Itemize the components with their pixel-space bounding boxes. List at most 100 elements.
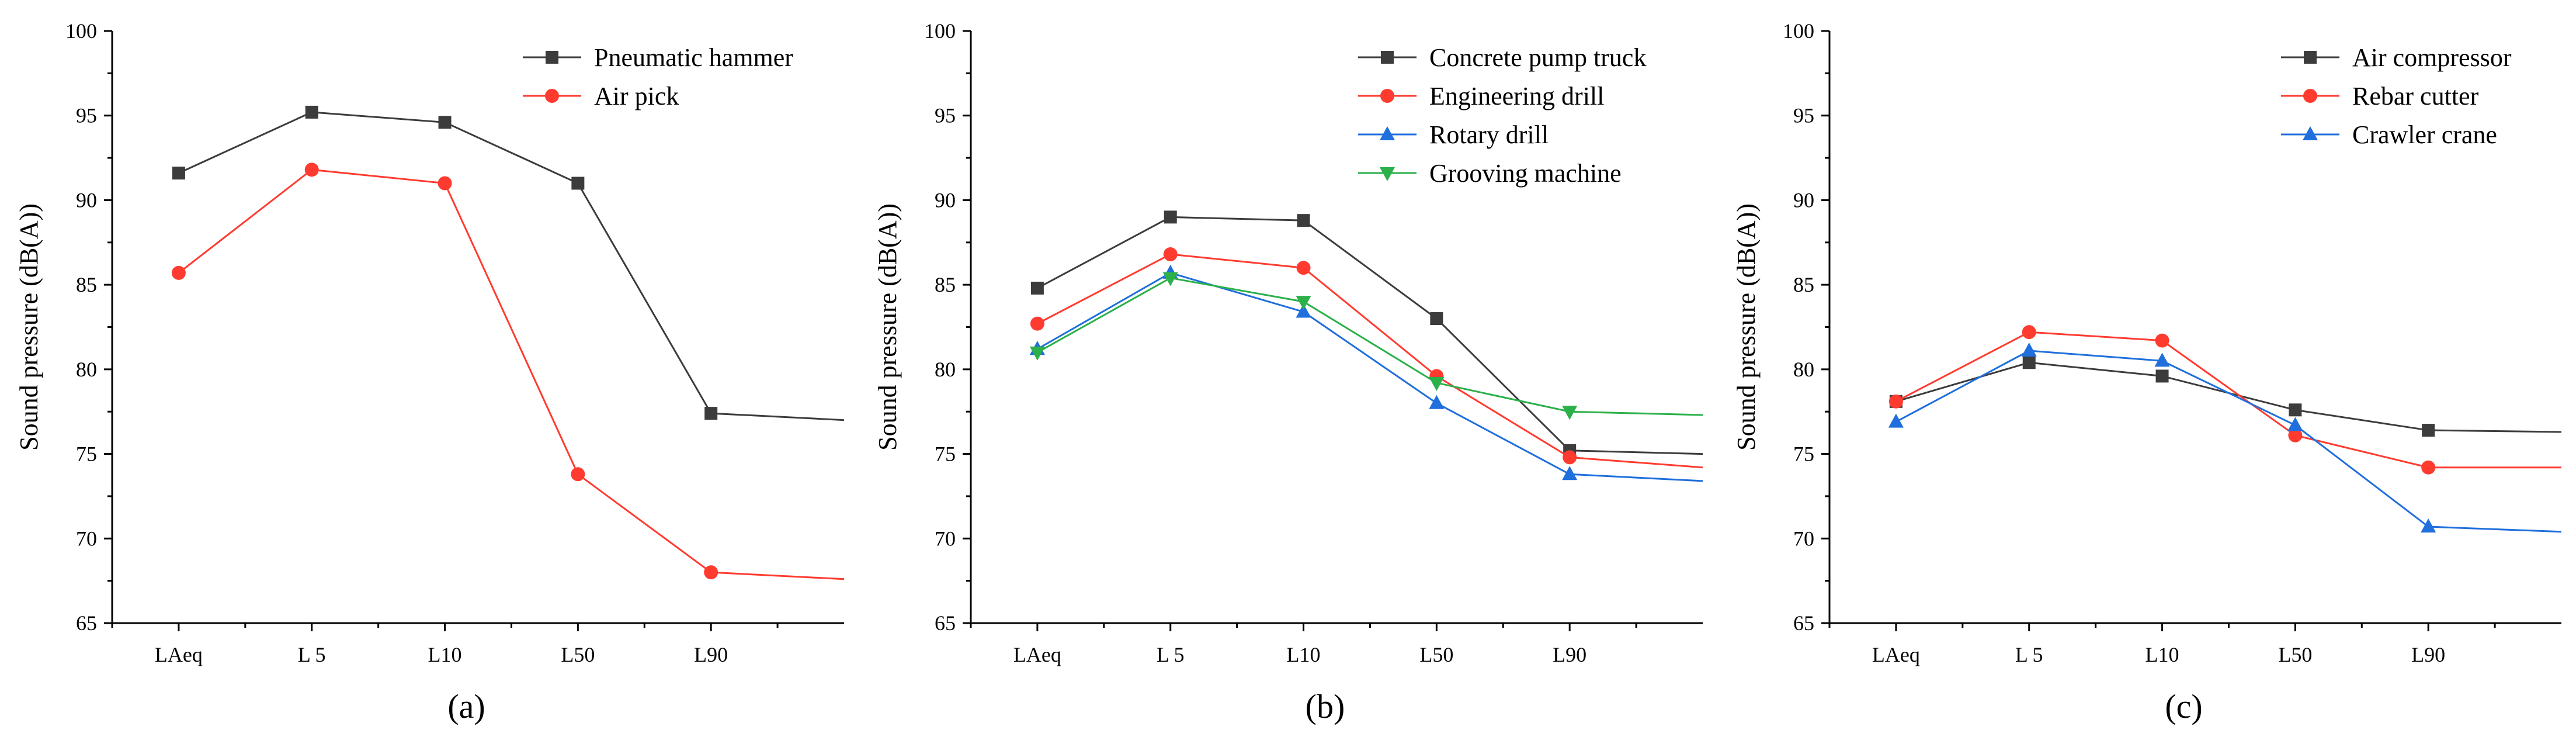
chart-c-legend-marker bbox=[2304, 51, 2317, 64]
chart-a-data-point bbox=[704, 565, 718, 580]
chart-c-svg: 65 70 75 80 85 90 95 100 LAeq L 5 L10 L50 L90 Sound p… bbox=[1732, 19, 2562, 725]
chart-c-legend-label: Crawler crane bbox=[2352, 120, 2497, 149]
chart-b-legend-marker bbox=[1381, 51, 1394, 64]
chart-a-legend-label: Air pick bbox=[594, 82, 679, 110]
chart-b-data-point bbox=[1297, 214, 1310, 227]
chart-b-y-axis-label: Sound pressure (dB(A)) bbox=[873, 203, 902, 451]
chart-c-y-tick-label: 95 bbox=[1793, 104, 1814, 127]
chart-c-data-point bbox=[2155, 333, 2169, 348]
chart-c-data-point bbox=[2154, 352, 2170, 367]
chart-a-y-tick-label: 90 bbox=[76, 188, 97, 212]
chart-b-data-point bbox=[1030, 316, 1044, 331]
chart-a-y-tick-label: 85 bbox=[76, 273, 97, 296]
chart-b-legend-marker bbox=[1380, 167, 1395, 181]
chart-a-legend-marker bbox=[545, 89, 559, 103]
chart-a-data-point bbox=[304, 162, 319, 177]
chart-c-x-tick-label: L90 bbox=[2411, 643, 2445, 666]
chart-b-series-line bbox=[1037, 272, 1703, 482]
chart-c-x-tick-label: L 5 bbox=[2015, 643, 2043, 666]
chart-b-data-point bbox=[1164, 210, 1177, 224]
chart-a-y-axis-label: Sound pressure (dB(A)) bbox=[15, 203, 43, 451]
chart-c-data-point bbox=[2287, 417, 2303, 431]
chart-c-x-tick-label: LAeq bbox=[1872, 643, 1920, 666]
chart-b-x-tick-label: L 5 bbox=[1157, 643, 1185, 666]
chart-c-y-tick-label: 70 bbox=[1793, 527, 1814, 550]
chart-a-data-point bbox=[172, 167, 185, 180]
chart-c-data-point bbox=[2022, 356, 2036, 369]
chart-a-data-point bbox=[171, 265, 186, 280]
chart-b-legend: Concrete pump truck Engineering drill Rota… bbox=[1358, 43, 1646, 188]
chart-c-x-tick-label: L10 bbox=[2145, 643, 2179, 666]
chart-a-data-point bbox=[571, 467, 585, 482]
chart-b-svg: 65 70 75 80 85 90 95 100 LAeq L 5 L10 L50 L90 Sound p… bbox=[873, 19, 1703, 725]
chart-b-x-tick-label: L50 bbox=[1419, 643, 1453, 666]
chart-b-x-tick-label: L90 bbox=[1553, 643, 1586, 666]
chart-b-y-tick-label: 70 bbox=[935, 527, 956, 550]
chart-a-data-point bbox=[438, 176, 452, 191]
chart-c-y-tick-label: 85 bbox=[1793, 273, 1814, 296]
chart-b-legend-label: Grooving machine bbox=[1429, 159, 1622, 188]
chart-a-x-tick-label: L10 bbox=[428, 643, 462, 666]
chart-b-data-point bbox=[1429, 395, 1445, 409]
chart-b-data-point bbox=[1563, 450, 1577, 465]
chart-a-series-0 bbox=[172, 105, 845, 421]
chart-b-y-tick-label: 100 bbox=[924, 19, 956, 43]
chart-c-data-point bbox=[2022, 325, 2036, 340]
chart-b-y-tick-label: 65 bbox=[935, 611, 956, 635]
chart-b-data-point bbox=[1163, 247, 1178, 262]
chart-a-data-point bbox=[438, 116, 452, 129]
chart-c-legend-label: Rebar cutter bbox=[2352, 82, 2479, 110]
chart-c-legend-marker bbox=[2303, 126, 2318, 140]
chart-b-y-tick-label: 80 bbox=[935, 358, 956, 381]
chart-c-legend: Air compressor Rebar cutter Crawler crane bbox=[2281, 43, 2512, 149]
chart-a-svg: 65 70 75 80 85 90 95 100 LAeq L 5 L10 L50 L90 Sound p… bbox=[15, 19, 845, 725]
chart-c-panel-label: (c) bbox=[2165, 687, 2202, 725]
chart-b-data-point bbox=[1030, 281, 1044, 295]
chart-a-y-tick-label: 80 bbox=[76, 358, 97, 381]
chart-c-series-line bbox=[1895, 350, 2562, 533]
chart-panel-c: 65 70 75 80 85 90 95 100 LAeq L 5 L10 L50 L90 Sound p… bbox=[1717, 0, 2576, 740]
chart-b-series-3 bbox=[1029, 272, 1703, 420]
chart-b-data-point bbox=[1029, 346, 1045, 361]
chart-b-series-2 bbox=[1029, 264, 1703, 482]
chart-b-x-tick-label: LAeq bbox=[1013, 643, 1061, 666]
chart-b-panel-label: (b) bbox=[1306, 687, 1345, 725]
chart-c-y-tick-label: 75 bbox=[1793, 442, 1814, 466]
chart-a-data-point bbox=[571, 177, 585, 190]
chart-c-data-point bbox=[2289, 403, 2302, 417]
chart-a-x-tick-label: L90 bbox=[694, 643, 728, 666]
chart-c-data-point bbox=[2421, 518, 2436, 533]
chart-c-data-point bbox=[2155, 369, 2169, 383]
chart-b-legend-label: Rotary drill bbox=[1429, 120, 1549, 149]
chart-b-data-point bbox=[1296, 296, 1311, 310]
chart-b-series-line bbox=[1037, 276, 1703, 416]
chart-b-data-point bbox=[1296, 303, 1311, 318]
chart-c-data-point bbox=[2422, 424, 2435, 437]
chart-a-y-tick-label: 100 bbox=[65, 19, 97, 43]
chart-c-data-point bbox=[1888, 413, 1904, 428]
chart-c-data-point bbox=[2421, 460, 2436, 475]
chart-a-panel-label: (a) bbox=[447, 687, 485, 725]
chart-c-data-point bbox=[1888, 394, 1903, 409]
chart-b-data-point bbox=[1562, 466, 1578, 480]
chart-b-series-line bbox=[1037, 253, 1703, 469]
chart-a-legend-marker bbox=[546, 51, 558, 64]
chart-b-series-1 bbox=[1030, 247, 1703, 469]
chart-b-data-point bbox=[1296, 261, 1311, 275]
chart-c-data-point bbox=[2288, 428, 2303, 442]
chart-c-legend-label: Air compressor bbox=[2352, 43, 2512, 72]
chart-a-x-tick-label: L50 bbox=[561, 643, 595, 666]
chart-a-x-tick-label: LAeq bbox=[155, 643, 203, 666]
chart-b-legend-label: Concrete pump truck bbox=[1429, 43, 1646, 72]
chart-c-series-1 bbox=[1888, 325, 2561, 475]
chart-c-y-tick-label: 100 bbox=[1783, 19, 1814, 43]
chart-a-series-line bbox=[178, 168, 845, 580]
chart-b-y-tick-label: 95 bbox=[935, 104, 956, 127]
chart-b-y-tick-label: 90 bbox=[935, 188, 956, 212]
chart-c-series-2 bbox=[1888, 343, 2562, 533]
chart-c-series-0 bbox=[1889, 356, 2562, 437]
chart-b-data-point bbox=[1562, 406, 1578, 420]
chart-a-y-tick-label: 75 bbox=[76, 442, 97, 466]
chart-c-x-tick-label: L50 bbox=[2278, 643, 2312, 666]
